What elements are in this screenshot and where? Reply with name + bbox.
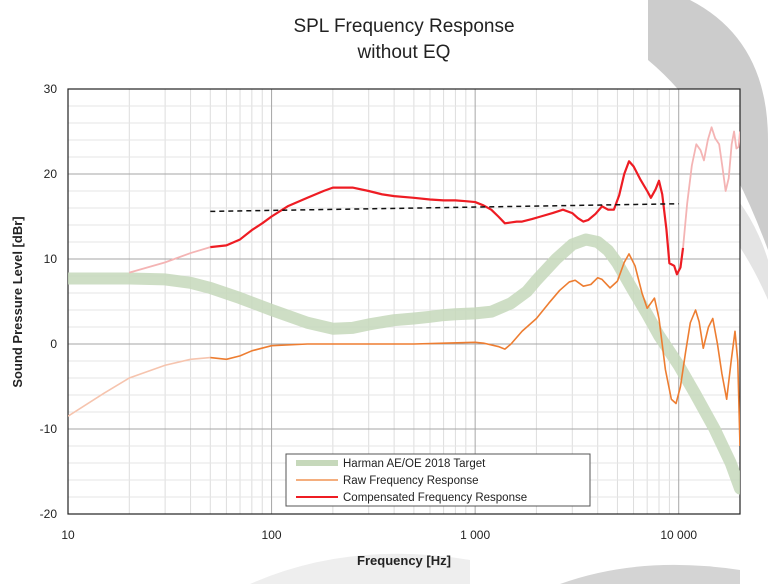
chart-title: SPL Frequency Response xyxy=(293,16,514,37)
x-tick-label: 10 000 xyxy=(660,528,697,542)
plot-border xyxy=(67,88,741,515)
y-tick-label: 30 xyxy=(44,82,58,96)
series-layer xyxy=(68,126,740,495)
x-tick-label: 10 xyxy=(61,528,75,542)
trend-dashed-line xyxy=(210,203,679,213)
chart-subtitle: without EQ xyxy=(357,42,451,63)
series-compensated-line-faded-high xyxy=(682,126,740,249)
series-compensated-line-faded-low xyxy=(129,246,211,274)
legend-label-target: Harman AE/OE 2018 Target xyxy=(343,458,486,470)
legend-label-compensated: Compensated Frequency Response xyxy=(343,492,527,504)
plot-background xyxy=(68,89,740,514)
x-axis-label: Frequency [Hz] xyxy=(357,553,451,568)
legend: Harman AE/OE 2018 Target Raw Frequency R… xyxy=(285,453,591,507)
x-tick-label: 100 xyxy=(262,528,282,542)
plot-area xyxy=(68,89,740,514)
y-axis-label: Sound Pressure Level [dBr] xyxy=(10,216,25,387)
y-tick-label: -10 xyxy=(40,422,58,436)
y-tick-label: -20 xyxy=(40,507,58,521)
legend-label-raw: Raw Frequency Response xyxy=(343,475,479,487)
y-tick-label: 20 xyxy=(44,167,58,181)
y-tick-label: 0 xyxy=(50,337,57,351)
series-compensated-line xyxy=(210,160,685,276)
y-tick-label: 10 xyxy=(44,252,58,266)
series-target-line xyxy=(68,233,740,495)
tick-labels: 10 100 1 000 10 000 -20 -10 0 10 20 30 xyxy=(40,82,698,542)
series-raw-line-faded xyxy=(68,356,211,417)
series-raw-line xyxy=(210,253,740,447)
x-tick-label: 1 000 xyxy=(460,528,490,542)
